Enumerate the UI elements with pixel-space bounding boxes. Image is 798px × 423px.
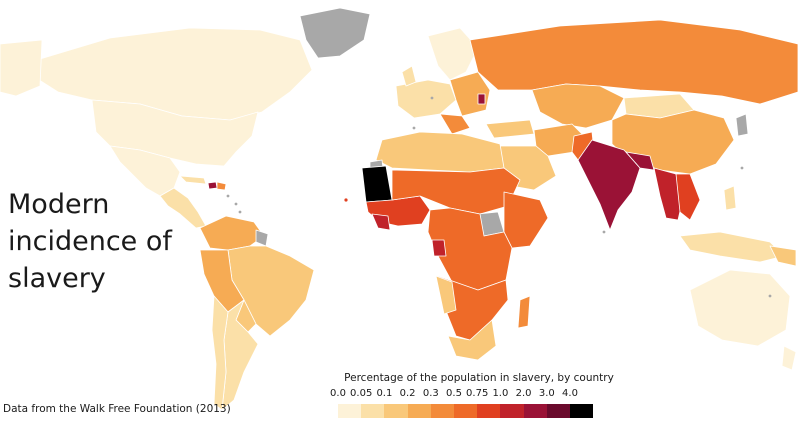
legend-tick-label: 4.0 <box>562 388 578 399</box>
legend-swatch <box>500 404 524 418</box>
region-mauritania <box>361 165 393 203</box>
region-nepal-bangladesh <box>625 151 655 171</box>
region-uk <box>401 65 417 87</box>
legend-swatch <box>546 404 570 418</box>
region-haiti <box>207 181 218 190</box>
region-moldova <box>477 93 486 105</box>
region-colombia-venezuela <box>199 215 265 251</box>
island-marker <box>234 202 238 206</box>
island-marker <box>768 294 772 298</box>
legend-tick-label: 2.0 <box>515 388 532 399</box>
legend-swatch <box>407 404 431 418</box>
legend-tick-label: 0.2 <box>399 388 416 399</box>
legend-swatch <box>361 404 385 418</box>
map-title: Modern incidence of slavery <box>8 189 172 294</box>
legend-ticks: 0.0 0.05 0.1 0.2 0.3 0.5 0.75 1.0 2.0 3.0 4.0 <box>0 388 798 402</box>
region-central-asia <box>531 83 625 129</box>
island-marker <box>430 96 434 100</box>
region-alaska <box>0 39 43 97</box>
legend-swatch <box>338 404 362 418</box>
region-guinea-coast <box>371 213 391 231</box>
legend-tick-label: 1.0 <box>492 388 509 399</box>
region-scandinavia <box>427 27 479 81</box>
island-marker <box>740 166 744 170</box>
region-madagascar <box>517 295 531 329</box>
legend-swatch <box>569 404 594 418</box>
source-note: Data from the Walk Free Foundation (2013… <box>3 403 231 415</box>
island-marker <box>344 198 348 202</box>
legend-swatch <box>384 404 408 418</box>
region-cuba <box>179 175 207 185</box>
legend-tick-label: 0.75 <box>466 388 489 399</box>
region-greenland <box>299 7 371 59</box>
region-korea-japan <box>735 113 749 137</box>
region-indochina <box>675 173 701 221</box>
legend-swatch <box>430 404 454 418</box>
region-dominican-republic <box>216 181 227 191</box>
region-horn-of-africa <box>503 191 549 249</box>
region-namibia-angola <box>435 275 457 315</box>
legend-color-scale <box>338 404 594 418</box>
island-marker <box>238 210 242 214</box>
legend-tick-label: 0.3 <box>422 388 439 399</box>
legend-swatch <box>453 404 478 418</box>
region-chile <box>211 295 229 411</box>
legend-tick-label: 0.5 <box>446 388 462 399</box>
region-new-zealand <box>781 345 797 371</box>
legend-swatch <box>523 404 547 418</box>
legend-tick-label: 3.0 <box>538 388 555 399</box>
region-north-africa <box>375 131 505 173</box>
region-indonesia <box>679 231 785 263</box>
region-philippines <box>723 185 737 211</box>
island-marker <box>412 126 416 130</box>
region-papua-new-guinea <box>769 245 797 267</box>
region-sahel <box>391 167 521 215</box>
region-western-europe <box>395 79 457 119</box>
region-turkey <box>485 119 535 139</box>
region-canada <box>29 27 313 121</box>
region-gabon <box>431 239 447 257</box>
island-marker <box>602 230 606 234</box>
region-russia <box>469 19 798 105</box>
region-australia <box>689 269 791 347</box>
region-balkans <box>439 113 471 135</box>
legend-tick-label: 0.05 <box>350 388 373 399</box>
legend-swatch <box>477 404 501 418</box>
legend-tick-label: 0.1 <box>376 388 393 399</box>
legend-tick-label: 0.0 <box>330 388 346 399</box>
region-guyana-suriname <box>255 229 269 247</box>
region-south-africa <box>447 319 497 361</box>
island-marker <box>226 194 230 198</box>
legend-title: Percentage of the population in slavery,… <box>344 372 614 384</box>
